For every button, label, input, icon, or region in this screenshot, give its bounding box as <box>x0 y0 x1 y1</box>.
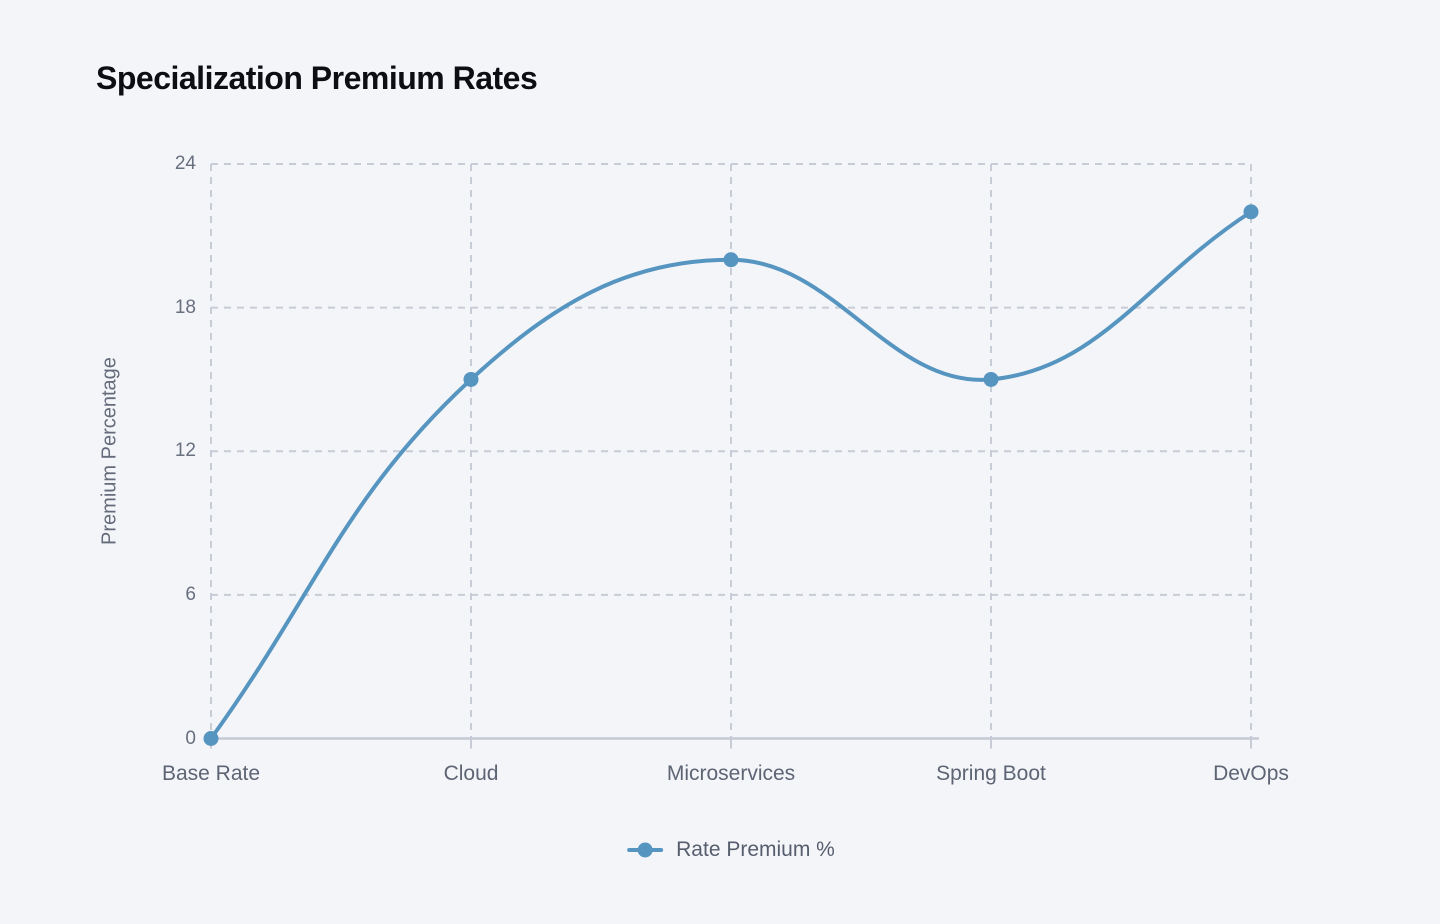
y-tick-label: 12 <box>174 440 196 462</box>
y-tick-label: 6 <box>185 583 196 605</box>
data-point[interactable] <box>463 371 479 387</box>
data-point[interactable] <box>723 252 739 268</box>
data-point[interactable] <box>983 371 999 387</box>
legend-label: Rate Premium % <box>676 838 835 861</box>
y-tick-label: 0 <box>185 727 196 749</box>
y-tick-label: 24 <box>174 153 196 174</box>
data-point[interactable] <box>203 731 219 746</box>
x-tick-label: Spring Boot <box>936 762 1046 785</box>
x-tick-label: DevOps <box>1213 762 1289 785</box>
data-point[interactable] <box>1243 204 1259 220</box>
x-tick-label: Microservices <box>666 762 796 785</box>
x-tick-label: Base Rate <box>161 762 261 785</box>
chart-title: Specialization Premium Rates <box>96 60 538 96</box>
y-tick-label: 18 <box>174 296 196 318</box>
y-axis-title: Premium Percentage <box>98 357 121 545</box>
x-tick-label: Cloud <box>443 762 499 785</box>
legend-item[interactable]: Rate Premium % <box>627 838 835 862</box>
legend-line-marker <box>627 842 664 858</box>
legend-dot-icon <box>637 842 653 858</box>
